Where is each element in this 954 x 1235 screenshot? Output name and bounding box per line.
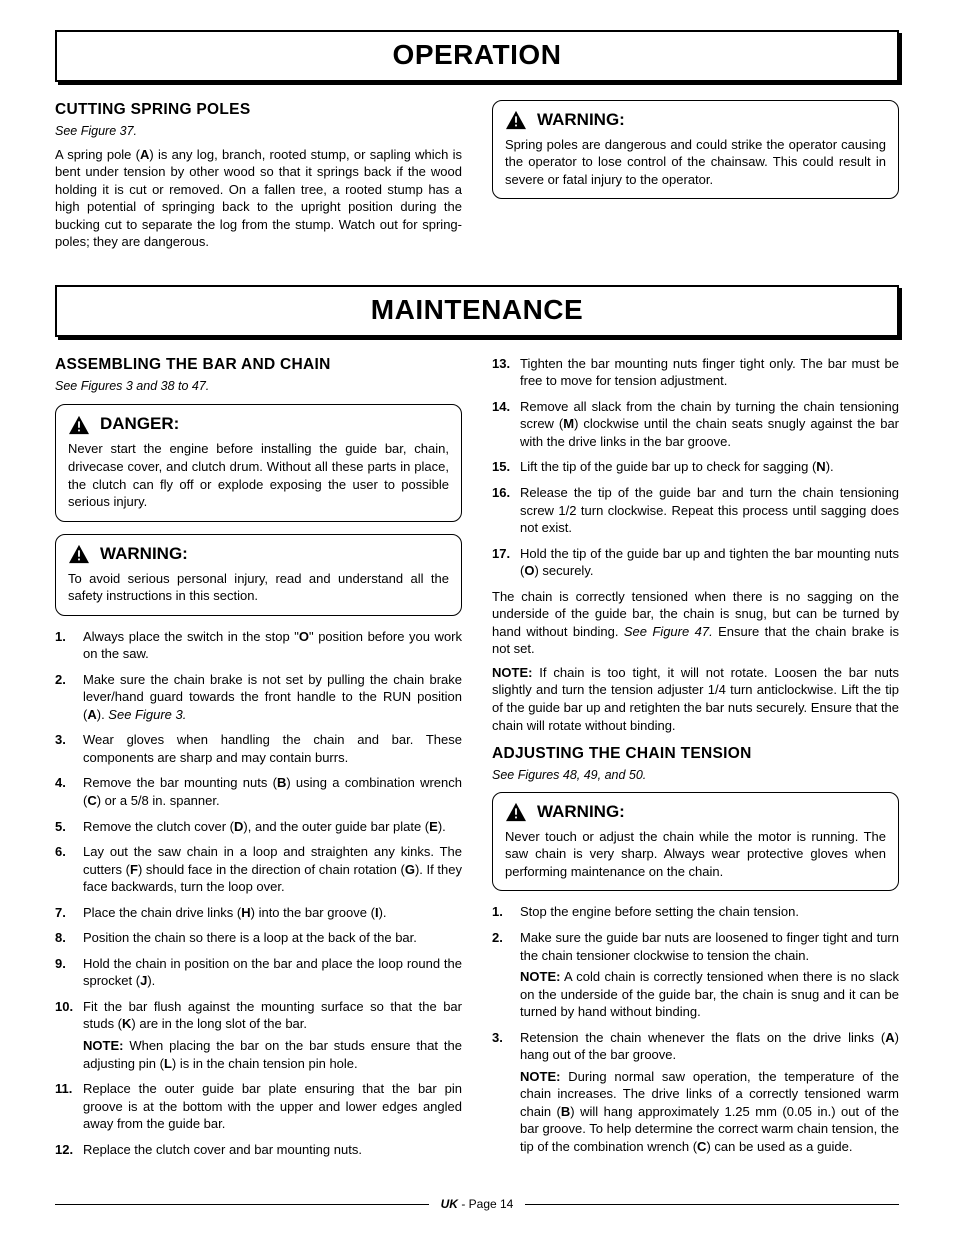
warning2-title: WARNING: [537, 801, 625, 824]
list-item: 6.Lay out the saw chain in a loop and st… [55, 843, 462, 896]
danger-title: DANGER: [100, 413, 179, 436]
list-item: 11.Replace the outer guide bar plate ens… [55, 1080, 462, 1133]
tension-para1: The chain is correctly tensioned when th… [492, 588, 899, 658]
maintenance-columns: ASSEMBLING THE BAR AND CHAIN See Figures… [55, 355, 899, 1167]
page-footer: UK - Page 14 [55, 1196, 899, 1212]
fig-ref-37: See Figure 37. [55, 123, 462, 140]
list-item: 3.Wear gloves when handling the chain an… [55, 731, 462, 766]
warning1-callout: WARNING: To avoid serious personal injur… [55, 534, 462, 616]
list-item: 14.Remove all slack from the chain by tu… [492, 398, 899, 451]
warning-spring-poles: WARNING: Spring poles are dangerous and … [492, 100, 899, 200]
section-header-maintenance: MAINTENANCE [55, 285, 899, 337]
spring-pole-body: A spring pole (A) is any log, branch, ro… [55, 146, 462, 251]
fig-ref-assembling: See Figures 3 and 38 to 47. [55, 378, 462, 395]
warning1-body: To avoid serious personal injury, read a… [68, 570, 449, 605]
danger-icon [68, 415, 90, 435]
warning1-title: WARNING: [100, 543, 188, 566]
operation-columns: CUTTING SPRING POLES See Figure 37. A sp… [55, 100, 899, 257]
assembly-steps-left: 1.Always place the switch in the stop "O… [55, 628, 462, 1159]
tension-para2: NOTE: If chain is too tight, it will not… [492, 664, 899, 734]
maintenance-left-col: ASSEMBLING THE BAR AND CHAIN See Figures… [55, 355, 462, 1167]
list-item: 7.Place the chain drive links (H) into t… [55, 904, 462, 922]
warning-icon [505, 110, 527, 130]
list-item: 3.Retension the chain whenever the flats… [492, 1029, 899, 1156]
list-item: 12.Replace the clutch cover and bar moun… [55, 1141, 462, 1159]
danger-body: Never start the engine before installing… [68, 440, 449, 510]
footer-page: - Page 14 [458, 1197, 513, 1211]
assembly-steps-right: 13.Tighten the bar mounting nuts finger … [492, 355, 899, 580]
list-item: 1.Always place the switch in the stop "O… [55, 628, 462, 663]
list-item: 2.Make sure the chain brake is not set b… [55, 671, 462, 724]
section-header-operation: OPERATION [55, 30, 899, 82]
adjust-steps: 1.Stop the engine before setting the cha… [492, 903, 899, 1155]
list-item: 8.Position the chain so there is a loop … [55, 929, 462, 947]
warning2-body: Never touch or adjust the chain while th… [505, 828, 886, 881]
list-item: 5.Remove the clutch cover (D), and the o… [55, 818, 462, 836]
warning-title: WARNING: [537, 109, 625, 132]
maintenance-right-col: 13.Tighten the bar mounting nuts finger … [492, 355, 899, 1167]
list-item: 9.Hold the chain in position on the bar … [55, 955, 462, 990]
list-item: 17.Hold the tip of the guide bar up and … [492, 545, 899, 580]
adjusting-title: ADJUSTING THE CHAIN TENSION [492, 744, 899, 765]
list-item: 1.Stop the engine before setting the cha… [492, 903, 899, 921]
fig-ref-adjusting: See Figures 48, 49, and 50. [492, 767, 899, 784]
operation-left-col: CUTTING SPRING POLES See Figure 37. A sp… [55, 100, 462, 257]
danger-callout: DANGER: Never start the engine before in… [55, 404, 462, 521]
footer-region: UK [441, 1197, 458, 1211]
warning-icon [505, 802, 527, 822]
warning2-callout: WARNING: Never touch or adjust the chain… [492, 792, 899, 892]
warning-icon [68, 544, 90, 564]
warning-body: Spring poles are dangerous and could str… [505, 136, 886, 189]
list-item: 4.Remove the bar mounting nuts (B) using… [55, 774, 462, 809]
assembling-title: ASSEMBLING THE BAR AND CHAIN [55, 355, 462, 376]
operation-right-col: WARNING: Spring poles are dangerous and … [492, 100, 899, 257]
list-item: 10.Fit the bar flush against the mountin… [55, 998, 462, 1072]
list-item: 16.Release the tip of the guide bar and … [492, 484, 899, 537]
list-item: 2.Make sure the guide bar nuts are loose… [492, 929, 899, 1021]
list-item: 13.Tighten the bar mounting nuts finger … [492, 355, 899, 390]
cutting-spring-poles-title: CUTTING SPRING POLES [55, 100, 462, 121]
list-item: 15.Lift the tip of the guide bar up to c… [492, 458, 899, 476]
